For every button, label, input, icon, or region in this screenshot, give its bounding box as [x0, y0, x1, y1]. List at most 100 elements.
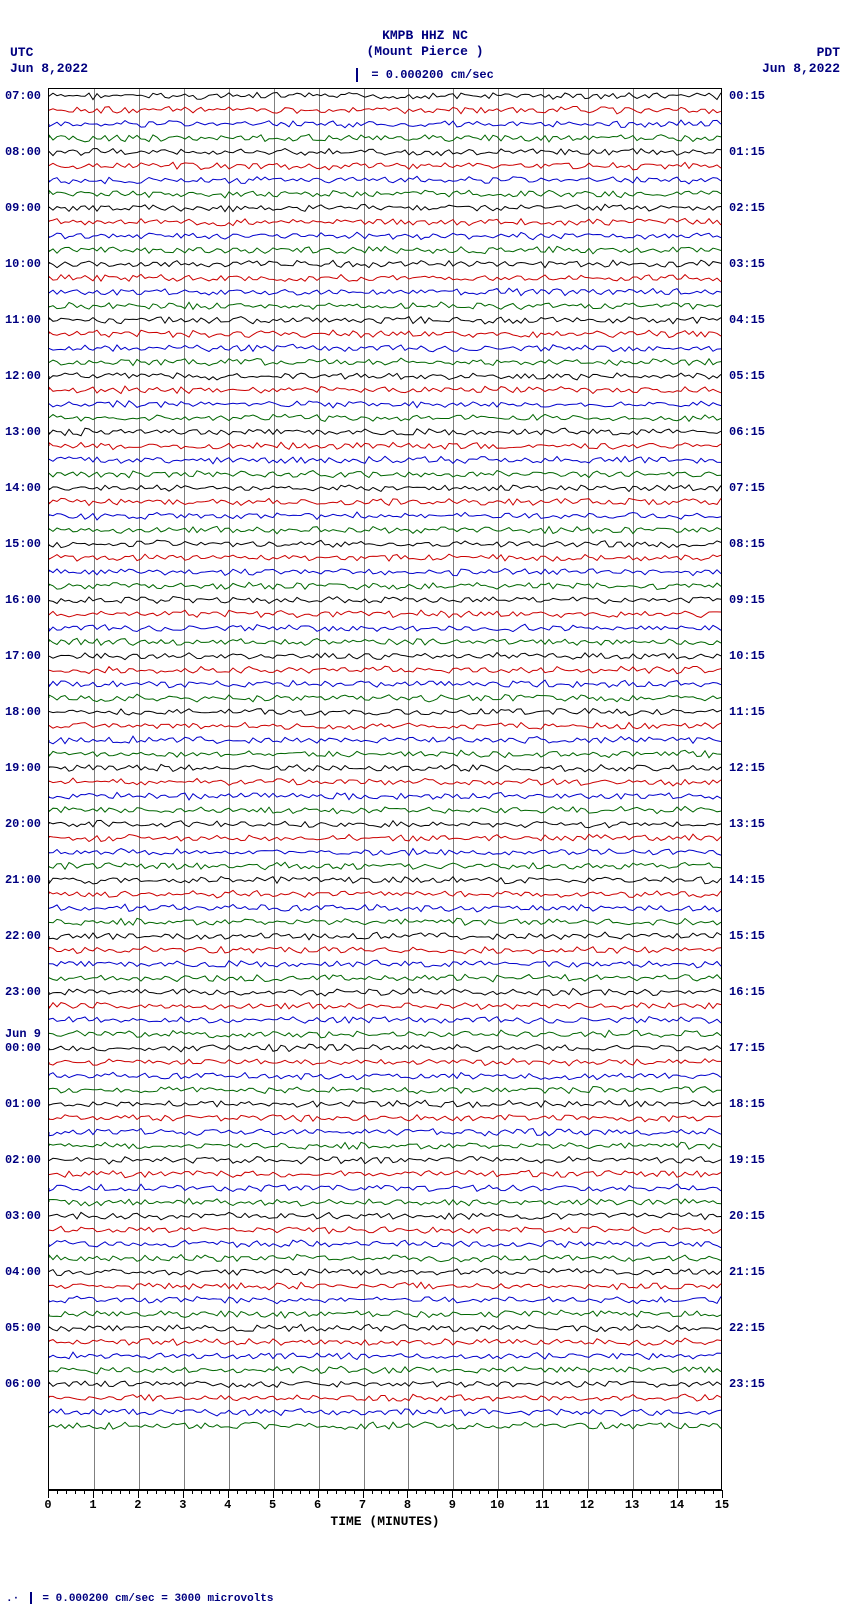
x-tick-label: 4	[224, 1498, 231, 1512]
x-tick-minor	[354, 1490, 355, 1494]
trace-row	[49, 159, 723, 173]
x-tick-minor	[560, 1490, 561, 1494]
x-tick-minor	[264, 1490, 265, 1494]
x-tick-minor	[309, 1490, 310, 1494]
trace-row	[49, 187, 723, 201]
trace-row	[49, 1363, 723, 1377]
pdt-time-label: 18:15	[729, 1097, 765, 1111]
x-tick-minor	[84, 1490, 85, 1494]
trace-row	[49, 649, 723, 663]
trace-row	[49, 761, 723, 775]
x-tick-minor	[156, 1490, 157, 1494]
utc-time-label: 13:00	[5, 425, 41, 439]
trace-row	[49, 1209, 723, 1223]
pdt-time-label: 09:15	[729, 593, 765, 607]
x-tick-label: 13	[625, 1498, 639, 1512]
trace-row	[49, 873, 723, 887]
x-tick-minor	[578, 1490, 579, 1494]
utc-time-label: 10:00	[5, 257, 41, 271]
seismogram-plot: 07:0000:1508:0001:1509:0002:1510:0003:15…	[48, 88, 722, 1490]
trace-row	[49, 1083, 723, 1097]
utc-time-label: 20:00	[5, 817, 41, 831]
trace-row	[49, 131, 723, 145]
trace-row	[49, 929, 723, 943]
x-tick-minor	[416, 1490, 417, 1494]
station-name: (Mount Pierce )	[0, 44, 850, 60]
trace-row	[49, 1125, 723, 1139]
trace-row	[49, 719, 723, 733]
trace-row	[49, 1391, 723, 1405]
trace-row	[49, 215, 723, 229]
scale-indicator: = 0.000200 cm/sec	[0, 68, 850, 82]
utc-time-label: 00:00	[5, 1041, 41, 1055]
trace-row	[49, 439, 723, 453]
x-tick-minor	[237, 1490, 238, 1494]
trace-row	[49, 1111, 723, 1125]
pdt-time-label: 01:15	[729, 145, 765, 159]
scale-text: = 0.000200 cm/sec	[371, 68, 493, 82]
trace-row	[49, 943, 723, 957]
utc-time-label: 18:00	[5, 705, 41, 719]
trace-row	[49, 915, 723, 929]
trace-row	[49, 257, 723, 271]
x-tick-minor	[659, 1490, 660, 1494]
utc-time-label: 21:00	[5, 873, 41, 887]
trace-row	[49, 327, 723, 341]
trace-row	[49, 887, 723, 901]
day2-label: Jun 9	[5, 1027, 41, 1041]
pdt-time-label: 23:15	[729, 1377, 765, 1391]
x-tick-minor	[219, 1490, 220, 1494]
x-axis: TIME (MINUTES) 0123456789101112131415	[48, 1490, 722, 1530]
x-tick-label: 5	[269, 1498, 276, 1512]
x-tick-minor	[515, 1490, 516, 1494]
trace-row	[49, 481, 723, 495]
x-tick-minor	[129, 1490, 130, 1494]
trace-row	[49, 1279, 723, 1293]
pdt-time-label: 13:15	[729, 817, 765, 831]
x-tick-minor	[389, 1490, 390, 1494]
x-tick-major	[318, 1490, 319, 1498]
trace-row	[49, 565, 723, 579]
trace-row	[49, 1027, 723, 1041]
x-tick-label: 10	[490, 1498, 504, 1512]
x-tick-minor	[650, 1490, 651, 1494]
station-code: KMPB HHZ NC	[0, 28, 850, 44]
pdt-time-label: 08:15	[729, 537, 765, 551]
utc-time-label: 04:00	[5, 1265, 41, 1279]
trace-row	[49, 523, 723, 537]
header-block: KMPB HHZ NC (Mount Pierce )	[0, 28, 850, 59]
x-tick-minor	[398, 1490, 399, 1494]
x-tick-label: 15	[715, 1498, 729, 1512]
trace-row	[49, 1251, 723, 1265]
x-tick-major	[497, 1490, 498, 1498]
x-tick-label: 0	[44, 1498, 51, 1512]
trace-row	[49, 999, 723, 1013]
trace-row	[49, 1069, 723, 1083]
x-tick-minor	[425, 1490, 426, 1494]
footer-bar-icon	[30, 1592, 32, 1604]
trace-row	[49, 1041, 723, 1055]
x-tick-major	[93, 1490, 94, 1498]
x-tick-major	[138, 1490, 139, 1498]
trace-row	[49, 229, 723, 243]
x-tick-minor	[461, 1490, 462, 1494]
trace-row	[49, 117, 723, 131]
trace-row	[49, 467, 723, 481]
x-tick-major	[228, 1490, 229, 1498]
footer-text1: = 0.000200 cm/sec =	[42, 1593, 174, 1605]
utc-time-label: 01:00	[5, 1097, 41, 1111]
utc-time-label: 02:00	[5, 1153, 41, 1167]
x-tick-minor	[623, 1490, 624, 1494]
x-tick-major	[183, 1490, 184, 1498]
x-tick-minor	[174, 1490, 175, 1494]
pdt-time-label: 17:15	[729, 1041, 765, 1055]
pdt-time-label: 02:15	[729, 201, 765, 215]
x-tick-minor	[111, 1490, 112, 1494]
x-tick-major	[273, 1490, 274, 1498]
x-tick-minor	[75, 1490, 76, 1494]
trace-row	[49, 89, 723, 103]
x-tick-minor	[336, 1490, 337, 1494]
pdt-time-label: 03:15	[729, 257, 765, 271]
trace-row	[49, 509, 723, 523]
x-tick-major	[452, 1490, 453, 1498]
